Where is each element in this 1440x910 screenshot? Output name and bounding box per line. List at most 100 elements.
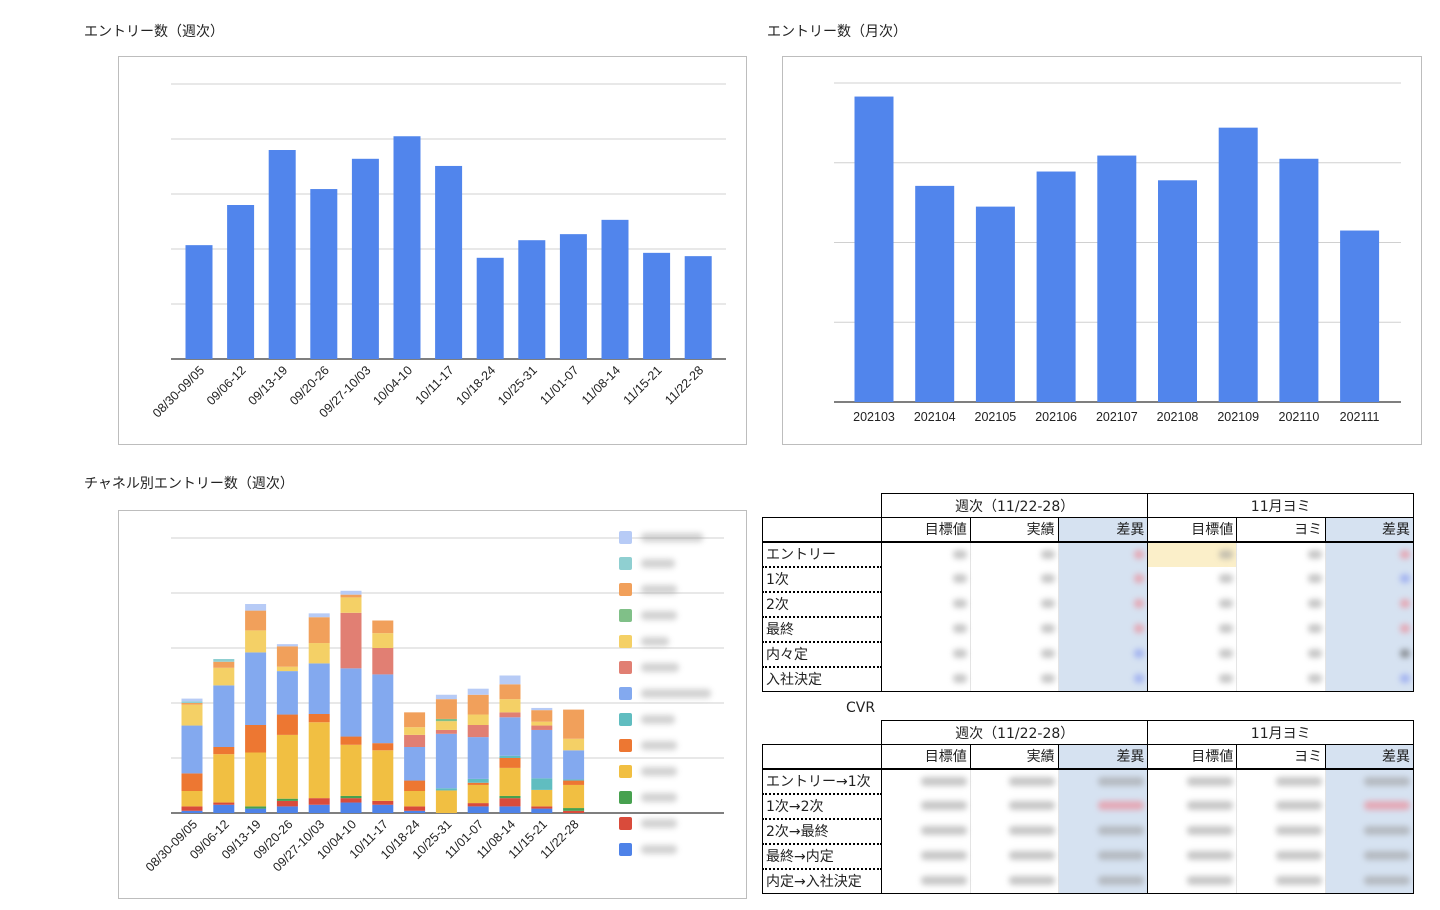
bar-segment[interactable]	[404, 712, 426, 728]
bar-segment[interactable]	[340, 594, 362, 598]
value-cell-redacted[interactable]	[1058, 541, 1149, 567]
bar-segment[interactable]	[181, 806, 203, 811]
bar-segment[interactable]	[213, 659, 235, 662]
bar[interactable]	[559, 234, 587, 359]
bar-segment[interactable]	[276, 800, 298, 807]
value-cell-redacted[interactable]	[881, 641, 971, 667]
bar[interactable]	[435, 165, 463, 359]
bar[interactable]	[975, 206, 1015, 402]
bar-segment[interactable]	[531, 721, 553, 726]
bar-segment[interactable]	[276, 798, 298, 801]
bar-segment[interactable]	[499, 795, 521, 799]
value-cell-redacted[interactable]	[1236, 843, 1327, 869]
bar-segment[interactable]	[435, 733, 457, 789]
bar-segment[interactable]	[308, 714, 330, 723]
bar-segment[interactable]	[245, 806, 267, 809]
value-cell-redacted[interactable]	[1236, 768, 1327, 794]
bar-segment[interactable]	[499, 806, 521, 813]
bar[interactable]	[393, 136, 421, 359]
bar[interactable]	[1279, 158, 1319, 402]
bar-segment[interactable]	[435, 788, 457, 791]
bar-segment[interactable]	[404, 727, 426, 735]
bar-segment[interactable]	[213, 661, 235, 668]
value-cell-redacted[interactable]	[1147, 843, 1238, 869]
bar-segment[interactable]	[181, 773, 203, 791]
bar-segment[interactable]	[404, 780, 426, 791]
bar-segment[interactable]	[499, 712, 521, 718]
bar-segment[interactable]	[276, 671, 298, 715]
value-cell-redacted[interactable]	[970, 541, 1059, 567]
monthly-entries-chart[interactable]: 202103 202104 202105 202106 202107 202108 2021…	[782, 56, 1422, 445]
value-cell-redacted[interactable]	[881, 566, 971, 592]
bar-segment[interactable]	[181, 704, 203, 726]
value-cell-redacted[interactable]	[970, 768, 1059, 794]
bar-segment[interactable]	[563, 779, 585, 781]
bar-segment[interactable]	[340, 597, 362, 613]
bar-segment[interactable]	[372, 804, 394, 813]
value-cell-redacted[interactable]	[1236, 616, 1327, 642]
value-cell-redacted[interactable]	[881, 818, 971, 844]
bar-segment[interactable]	[245, 652, 267, 725]
value-cell-redacted[interactable]	[1325, 768, 1414, 794]
value-cell-redacted[interactable]	[1325, 541, 1414, 567]
bar-segment[interactable]	[435, 790, 457, 813]
bar-segment[interactable]	[531, 707, 553, 711]
value-cell-redacted[interactable]	[1058, 868, 1149, 894]
value-cell-redacted[interactable]	[1236, 793, 1327, 819]
bar[interactable]	[227, 205, 255, 359]
bar-segment[interactable]	[276, 646, 298, 667]
value-cell-redacted[interactable]	[1147, 793, 1238, 819]
bar-segment[interactable]	[435, 694, 457, 700]
bar-segment[interactable]	[435, 718, 457, 722]
value-cell-redacted[interactable]	[1058, 768, 1149, 794]
value-cell-redacted[interactable]	[970, 868, 1059, 894]
bar-segment[interactable]	[372, 743, 394, 751]
bar-segment[interactable]	[467, 714, 489, 725]
value-cell-redacted[interactable]	[1325, 818, 1414, 844]
value-cell-redacted[interactable]	[881, 591, 971, 617]
bar-segment[interactable]	[340, 795, 362, 799]
bar-segment[interactable]	[276, 734, 298, 799]
bar-segment[interactable]	[340, 590, 362, 595]
value-cell-redacted[interactable]	[881, 868, 971, 894]
bar-segment[interactable]	[499, 767, 521, 796]
bar-segment[interactable]	[563, 750, 585, 780]
bar-segment[interactable]	[372, 648, 394, 675]
bar-segment[interactable]	[499, 699, 521, 713]
bar-segment[interactable]	[467, 784, 489, 804]
bar-segment[interactable]	[467, 694, 489, 715]
value-cell-redacted[interactable]	[1058, 641, 1149, 667]
channel-entries-chart[interactable]: 08/30-09/05 09/06-12 09/13-19 09/20-26 09/27…	[118, 510, 747, 899]
bar[interactable]	[643, 252, 671, 359]
bar-segment[interactable]	[404, 791, 426, 807]
value-cell-redacted[interactable]	[1236, 566, 1327, 592]
bar-segment[interactable]	[467, 778, 489, 783]
bar-segment[interactable]	[467, 688, 489, 695]
bar[interactable]	[476, 257, 504, 359]
bar-segment[interactable]	[340, 802, 362, 813]
bar-segment[interactable]	[531, 806, 553, 809]
value-cell-redacted[interactable]	[1325, 843, 1414, 869]
value-cell-redacted[interactable]	[1058, 818, 1149, 844]
value-cell-redacted[interactable]	[970, 566, 1059, 592]
bar-segment[interactable]	[308, 722, 330, 799]
bar-segment[interactable]	[245, 752, 267, 807]
bar-segment[interactable]	[563, 810, 585, 813]
bar-segment[interactable]	[531, 710, 553, 722]
value-cell-redacted[interactable]	[1236, 666, 1327, 692]
bar-segment[interactable]	[276, 666, 298, 672]
bar-segment[interactable]	[308, 804, 330, 813]
value-cell-redacted[interactable]	[1236, 541, 1327, 567]
bar[interactable]	[684, 256, 712, 359]
value-cell-redacted[interactable]	[1058, 666, 1149, 692]
value-cell-redacted[interactable]	[1236, 818, 1327, 844]
bar[interactable]	[1158, 180, 1197, 402]
bar-segment[interactable]	[563, 784, 585, 809]
value-cell-redacted[interactable]	[1325, 868, 1414, 894]
bar-segment[interactable]	[340, 744, 362, 796]
bar-segment[interactable]	[245, 630, 267, 653]
bar-segment[interactable]	[213, 685, 235, 747]
value-cell-redacted[interactable]	[1058, 616, 1149, 642]
bar-segment[interactable]	[467, 803, 489, 807]
value-cell-redacted[interactable]	[881, 768, 971, 794]
